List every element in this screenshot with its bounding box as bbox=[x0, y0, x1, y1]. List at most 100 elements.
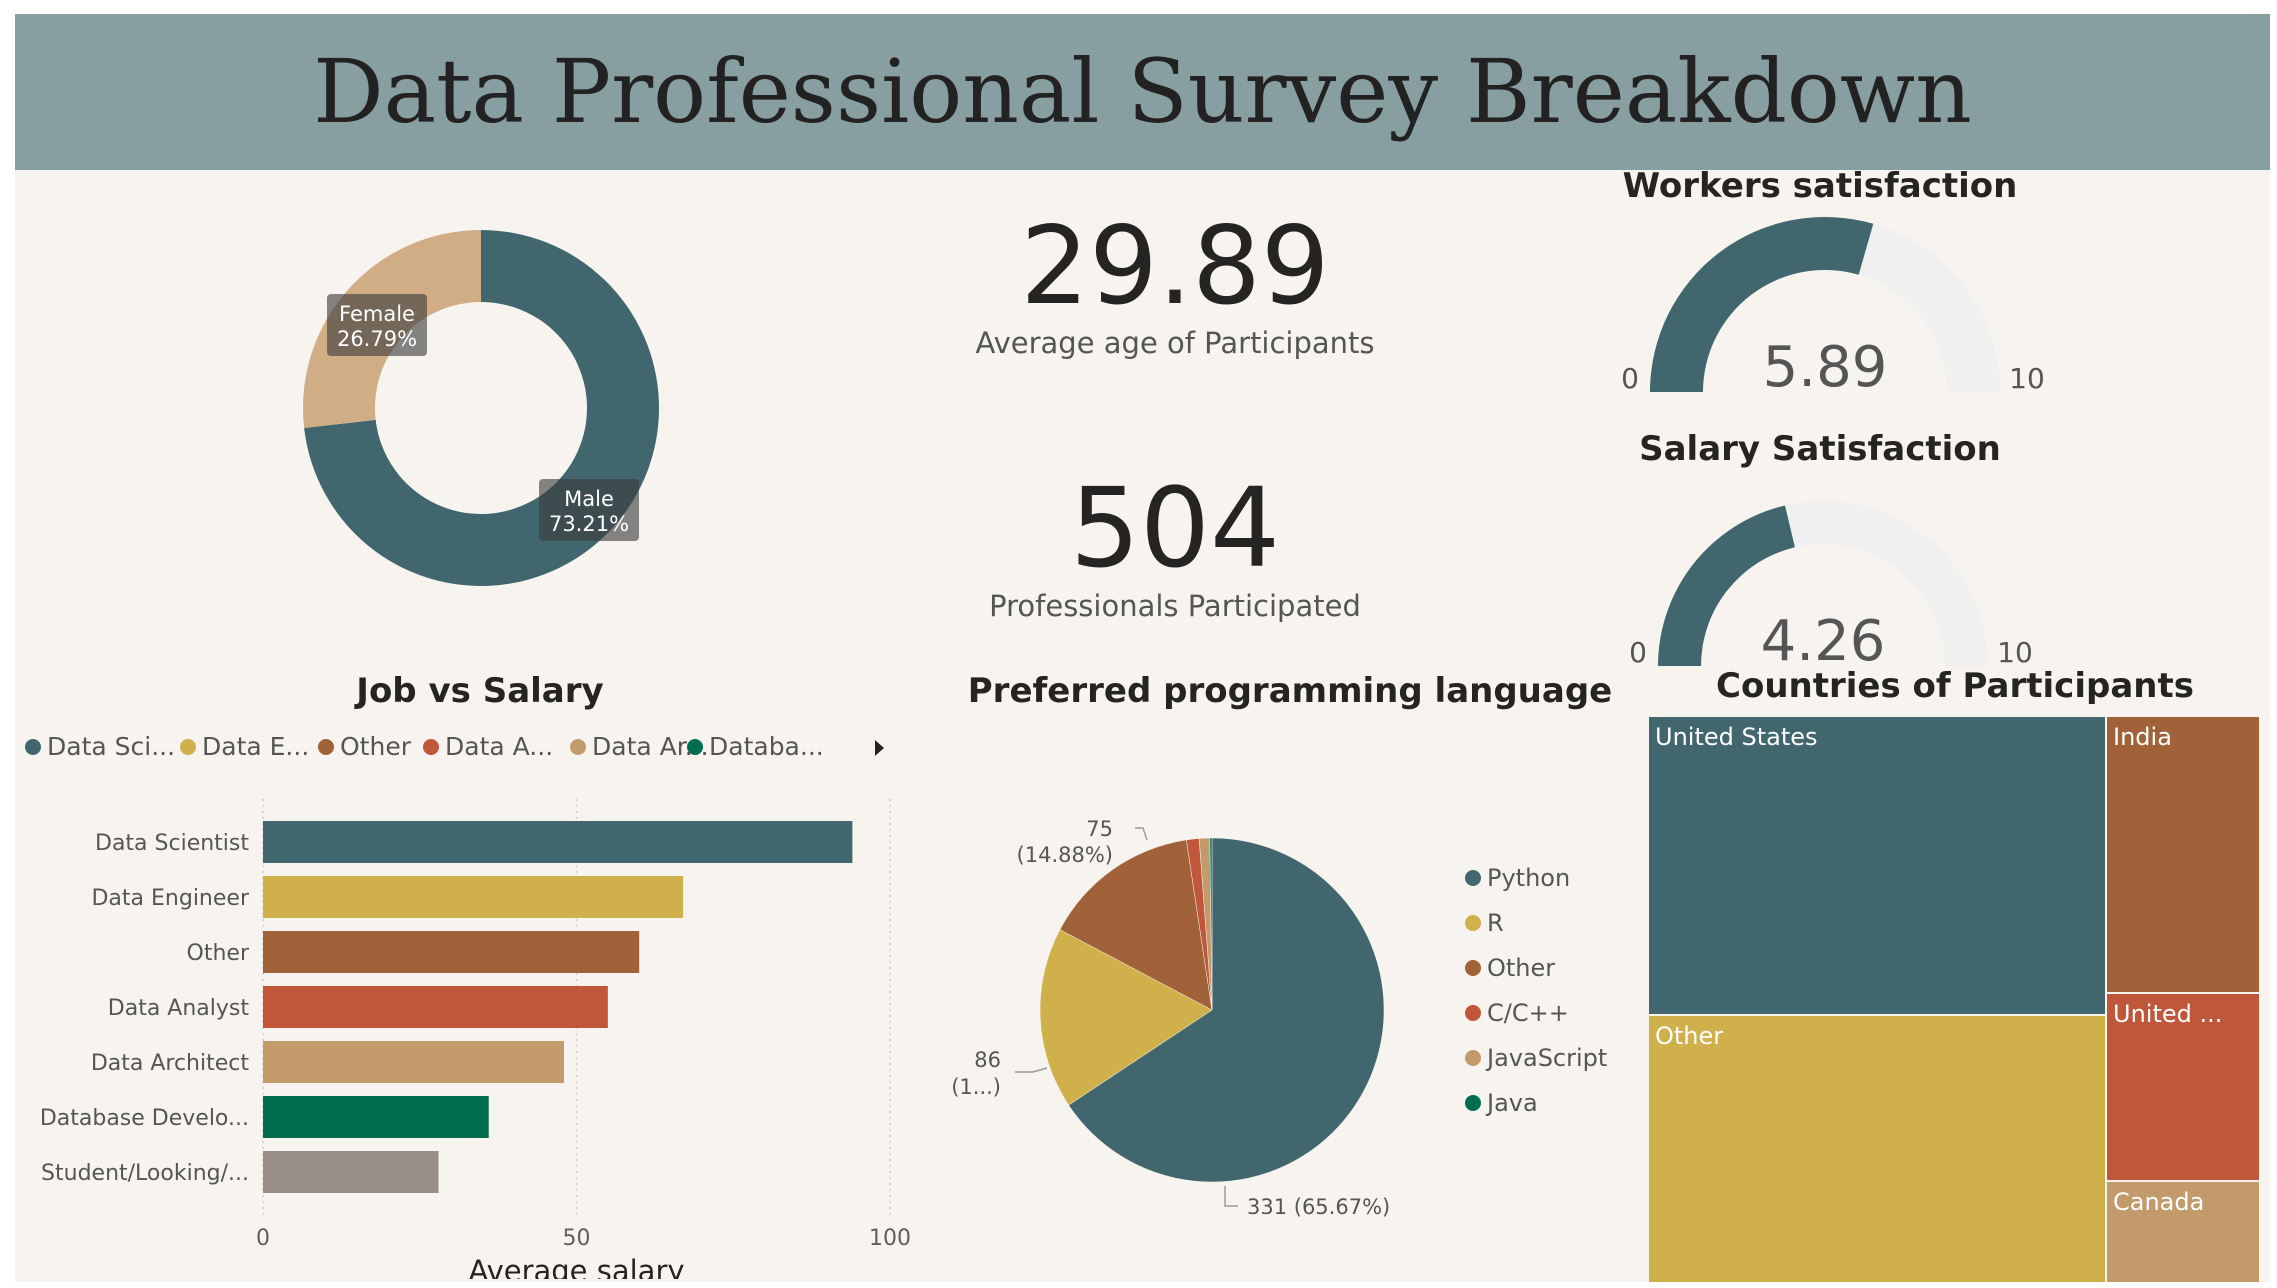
pie-slice-python[interactable] bbox=[1068, 837, 1385, 1183]
average-age-label: Average age of Participants bbox=[975, 326, 1375, 360]
gauge-value: 5.89 bbox=[1763, 335, 1888, 400]
pie-slice-java[interactable] bbox=[1209, 837, 1213, 1011]
gauge-min-label: 0 bbox=[1629, 636, 1647, 669]
job-salary-title: Job vs Salary bbox=[356, 671, 604, 711]
gauge-fill bbox=[1658, 505, 1795, 666]
gauge-value: 4.26 bbox=[1761, 609, 1886, 670]
participants-value: 504 bbox=[1070, 464, 1280, 592]
legend-label: C/C++ bbox=[1487, 999, 1569, 1027]
python-data-label: 331 (65.67%) bbox=[1247, 1195, 1390, 1219]
language-legend: Python R Other C/C++ JavaScript Java bbox=[1465, 864, 1685, 1134]
job-salary-bar-chart: 0 50 100 Data Scientist Data Engineer Other Da… bbox=[40, 799, 911, 1279]
legend-dot-icon bbox=[1465, 870, 1481, 886]
svg-text:26.79%: 26.79% bbox=[337, 327, 417, 351]
legend-dot-icon bbox=[1465, 1050, 1481, 1066]
other-count-label: 75 bbox=[1086, 817, 1113, 841]
legend-dot-icon bbox=[570, 738, 586, 755]
bar[interactable] bbox=[263, 821, 853, 863]
language-legend-item[interactable]: C/C++ bbox=[1465, 999, 1569, 1027]
treemap-tile-canada[interactable]: Canada bbox=[2107, 1182, 2259, 1282]
treemap-tile-united-states[interactable]: United States bbox=[1649, 717, 2105, 1014]
gauge-max-label: 10 bbox=[2009, 362, 2045, 395]
legend-label: Data A... bbox=[445, 732, 554, 761]
workers-satisfaction-gauge: 5.89 0 10 bbox=[1621, 216, 2045, 400]
x-tick-label: 50 bbox=[563, 1226, 591, 1251]
x-axis-label: Average salary bbox=[468, 1254, 684, 1279]
pie-slice-r[interactable] bbox=[1039, 929, 1213, 1106]
legend-label: JavaScript bbox=[1487, 1044, 1608, 1072]
legend-label: Databa... bbox=[709, 732, 824, 761]
job-legend-item[interactable]: Other bbox=[318, 732, 411, 761]
treemap-label: India bbox=[2113, 723, 2172, 751]
legend-label: Python bbox=[1487, 864, 1571, 892]
x-tick-label: 100 bbox=[869, 1226, 911, 1251]
legend-dot-icon bbox=[318, 738, 334, 755]
bar[interactable] bbox=[263, 1096, 489, 1138]
bar[interactable] bbox=[263, 876, 684, 918]
y-tick-label: Other bbox=[187, 941, 250, 966]
language-legend-item[interactable]: Java bbox=[1465, 1089, 1538, 1117]
job-legend-item[interactable]: Data E... bbox=[180, 732, 309, 761]
treemap-label: Other bbox=[1655, 1022, 1724, 1050]
legend-dot-icon bbox=[1465, 915, 1481, 931]
svg-text:Female: Female bbox=[339, 302, 415, 326]
treemap-tile-united[interactable]: United ... bbox=[2107, 994, 2259, 1180]
countries-treemap: United States Other India United ... Canada bbox=[1648, 716, 2260, 1283]
treemap-label: United ... bbox=[2113, 1000, 2223, 1028]
treemap-tile-other[interactable]: Other bbox=[1649, 1016, 2105, 1282]
leader-line bbox=[1224, 1186, 1238, 1207]
svg-text:73.21%: 73.21% bbox=[549, 512, 629, 536]
salary-satisfaction-gauge: 4.26 0 10 bbox=[1629, 501, 2033, 670]
gauge-fill bbox=[1650, 216, 1874, 392]
legend-label: Data Sci... bbox=[47, 732, 176, 761]
legend-dot-icon bbox=[180, 738, 196, 755]
legend-label: Other bbox=[1487, 954, 1556, 982]
bar[interactable] bbox=[263, 986, 608, 1028]
language-title: Preferred programming language bbox=[967, 671, 1613, 711]
y-tick-label: Student/Looking/... bbox=[41, 1161, 249, 1186]
legend-dot-icon bbox=[1465, 960, 1481, 976]
legend-label: Java bbox=[1487, 1089, 1538, 1117]
y-tick-label: Data Analyst bbox=[108, 996, 250, 1021]
x-tick-label: 0 bbox=[256, 1226, 270, 1251]
legend-label: Data E... bbox=[202, 732, 310, 761]
language-pie-chart: 331 (65.67%) 75(14.88%) 86 (1...) bbox=[951, 817, 1390, 1219]
y-tick-label: Data Architect bbox=[91, 1051, 250, 1076]
y-tick-label: Data Engineer bbox=[91, 886, 249, 911]
legend-dot-icon bbox=[687, 738, 703, 755]
bar[interactable] bbox=[263, 1151, 439, 1193]
job-salary-legend: Data Sci... Data E... Other Data A... Data A… bbox=[25, 732, 905, 772]
svg-text:Male: Male bbox=[564, 487, 614, 511]
job-legend-item[interactable]: Databa... bbox=[687, 732, 824, 761]
bar[interactable] bbox=[263, 1041, 564, 1083]
participants-label: Professionals Participated bbox=[989, 589, 1361, 623]
bar[interactable] bbox=[263, 931, 640, 973]
legend-dot-icon bbox=[423, 738, 439, 755]
pie-slice-other[interactable] bbox=[1059, 839, 1213, 1011]
page-title: Data Professional Survey Breakdown bbox=[313, 40, 1972, 143]
other-percent-label: (14.88%) bbox=[1017, 843, 1113, 867]
countries-title: Countries of Participants bbox=[1716, 666, 2194, 706]
treemap-tile-india[interactable]: India bbox=[2107, 717, 2259, 992]
legend-dot-icon bbox=[25, 738, 41, 755]
job-legend-item[interactable]: Data A... bbox=[423, 732, 553, 761]
r-percent-label: (1...) bbox=[951, 1075, 1001, 1099]
job-legend-item[interactable]: Data Sci... bbox=[25, 732, 175, 761]
language-legend-item[interactable]: R bbox=[1465, 909, 1504, 937]
average-age-value: 29.89 bbox=[1020, 204, 1330, 329]
salary-satisfaction-title: Salary Satisfaction bbox=[1639, 429, 2001, 469]
treemap-label: United States bbox=[1655, 723, 1818, 751]
language-legend-item[interactable]: JavaScript bbox=[1465, 1044, 1607, 1072]
legend-label: Other bbox=[340, 732, 411, 761]
leader-line bbox=[1015, 1067, 1048, 1073]
language-legend-item[interactable]: Python bbox=[1465, 864, 1570, 892]
legend-dot-icon bbox=[1465, 1005, 1481, 1021]
gauge-min-label: 0 bbox=[1621, 362, 1639, 395]
language-legend-item[interactable]: Other bbox=[1465, 954, 1555, 982]
dashboard-canvas: Data Professional Survey Breakdown Male 7… bbox=[15, 14, 2270, 1282]
r-count-label: 86 bbox=[974, 1048, 1001, 1072]
legend-dot-icon bbox=[1465, 1095, 1481, 1111]
legend-scroll-arrow-icon[interactable] bbox=[875, 740, 884, 756]
